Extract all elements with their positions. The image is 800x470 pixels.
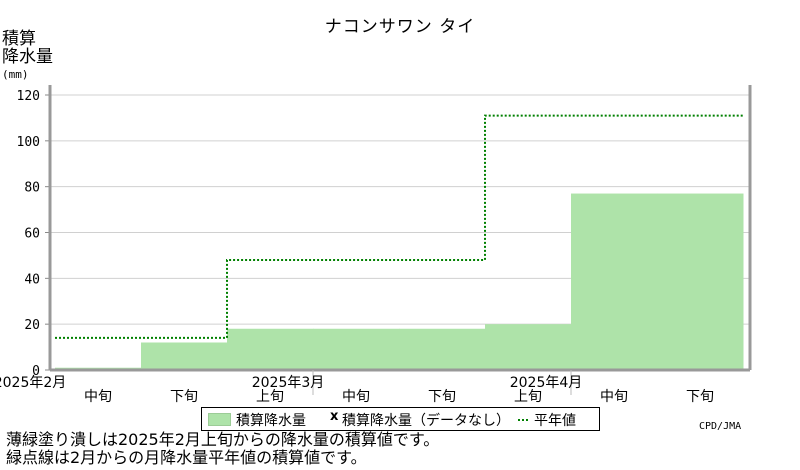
month-label-2: 2025年4月	[510, 375, 583, 391]
x-tick-label-6: 中旬	[600, 389, 628, 405]
legend: 積算降水量 x 積算降水量（データなし） 平年値	[201, 407, 600, 431]
y-tick-label-2: 40	[24, 272, 40, 287]
chart-title: ナコンサワン タイ	[324, 17, 476, 37]
bar-7	[657, 193, 744, 370]
x-tick-label-2: 上旬	[256, 389, 284, 405]
month-label-1: 2025年3月	[252, 375, 325, 391]
y-axis-label-line-1: 積算	[2, 29, 36, 49]
y-tick-label-3: 60	[24, 227, 40, 242]
bar-6	[571, 193, 658, 370]
x-tick-label-1: 下旬	[170, 389, 198, 405]
normal-line	[55, 114, 743, 339]
y-tick-label-6: 120	[17, 89, 40, 104]
legend-missing-mark: x	[330, 409, 339, 424]
x-tick-label-7: 下旬	[686, 389, 714, 405]
y-tick-label-0: 0	[32, 364, 40, 379]
month-label-0: 2025年2月	[0, 375, 66, 391]
y-tick-label-4: 80	[24, 181, 40, 196]
x-tick-label-5: 上旬	[514, 389, 542, 405]
bar-1	[141, 342, 228, 370]
bar-2	[227, 328, 314, 370]
y-axis-label-line-2: 降水量	[2, 47, 53, 67]
x-tick-label-0: 中旬	[84, 389, 112, 405]
note-line-1: 薄緑塗り潰しは2025年2月上旬からの降水量の積算値です。	[6, 430, 440, 449]
x-tick-label-3: 中旬	[342, 389, 370, 405]
x-tick-label-4: 下旬	[428, 389, 456, 405]
legend-label-normal: 平年値	[534, 413, 576, 429]
bar-4	[399, 328, 486, 370]
legend-label-missing: 積算降水量（データなし）	[342, 413, 510, 429]
bar-3	[313, 328, 400, 370]
y-tick-label-1: 20	[24, 318, 40, 333]
note-line-2: 緑点線は2月からの月降水量平年値の積算値です。	[6, 448, 367, 467]
bar-5	[485, 324, 572, 370]
credit: CPD/JMA	[699, 421, 742, 432]
y-tick-label-5: 100	[17, 135, 40, 150]
y-axis-label: 積算 降水量 (mm)	[2, 30, 53, 84]
y-axis-unit: (mm)	[2, 68, 29, 81]
legend-swatch-precipitation	[208, 413, 231, 426]
legend-swatch-normal	[518, 419, 528, 421]
legend-label-precipitation: 積算降水量	[236, 413, 306, 429]
